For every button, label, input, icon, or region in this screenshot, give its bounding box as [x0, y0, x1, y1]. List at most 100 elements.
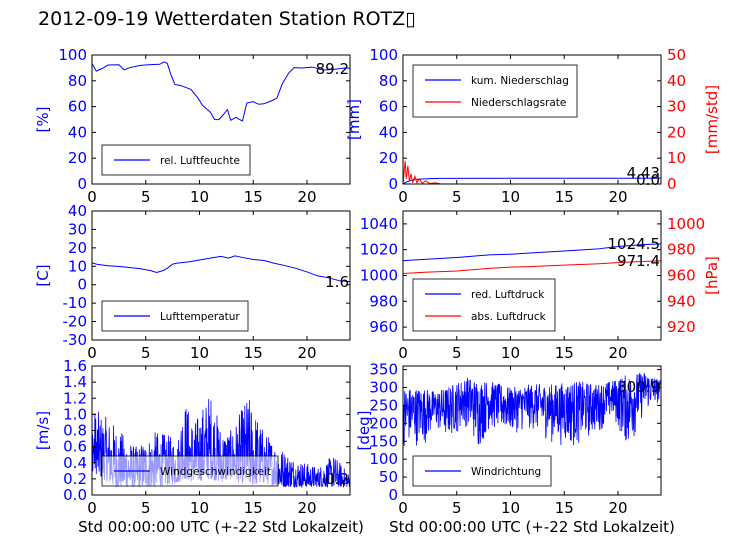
- temperature-y-axis-label: [C]: [34, 264, 52, 286]
- wind-direction-y-axis-label: [deg]: [355, 411, 373, 451]
- wind-direction-current-value: 300.9: [617, 378, 660, 396]
- pressure-y2-axis-label: [hPa]: [703, 256, 721, 295]
- humidity-ytick-label: 20: [68, 149, 87, 167]
- wind-direction-ytick-label: 350: [369, 361, 398, 379]
- precipitation-legend-label: kum. Niederschlag: [471, 75, 569, 87]
- pressure-xtick-label: 20: [608, 344, 627, 362]
- temperature-ytick-label: 30: [68, 220, 87, 238]
- precipitation-y2-axis-label: [mm/std]: [703, 85, 721, 154]
- wind-direction-ytick-label: 50: [379, 468, 398, 486]
- precipitation-legend-box: [412, 64, 578, 118]
- temperature-ytick-label: -10: [63, 294, 88, 312]
- wind-speed-xtick-label: 5: [141, 499, 151, 517]
- humidity-xtick-label: 5: [141, 188, 151, 206]
- pressure-ytick-label: 1000: [360, 267, 398, 285]
- precipitation-ytick-label: 60: [379, 98, 398, 116]
- wind-direction-ytick-label: 0: [388, 486, 398, 504]
- temperature-ytick-label: -20: [63, 313, 88, 331]
- wind-direction-xtick-label: 10: [501, 499, 520, 517]
- temperature-ytick-label: 20: [68, 239, 87, 257]
- wind-speed-ytick-label: 0.4: [63, 454, 87, 472]
- pressure-y2tick-label: 920: [667, 318, 696, 336]
- pressure-current-value: 1024.5: [608, 235, 661, 253]
- temperature-plot-area: [92, 255, 350, 283]
- wind-direction-plot-area: [403, 372, 661, 447]
- temperature-xtick-label: 0: [87, 344, 97, 362]
- pressure-y2tick-label: 1000: [667, 215, 705, 233]
- precipitation-current-value: 4.43: [627, 164, 660, 182]
- humidity-panel: 0 5 10 15 20 0 20 40 60 80 100 [%] rel. Luftfeuchte 8…: [34, 46, 351, 206]
- temperature-ytick-label: -30: [63, 331, 88, 349]
- precipitation-xtick-label: 15: [555, 188, 574, 206]
- wind-speed-current-value: 0.2: [325, 470, 349, 488]
- wind-speed-xtick-label: 15: [244, 499, 263, 517]
- humidity-frame: [91, 54, 351, 185]
- precipitation-xtick-label: 0: [398, 188, 408, 206]
- wind-direction-ytick-label: 200: [369, 414, 398, 432]
- wind-direction-ytick-label: 300: [369, 379, 398, 397]
- humidity-ytick-label: 0: [77, 175, 87, 193]
- precipitation-xtick-label: 20: [608, 188, 627, 206]
- temperature-xtick-label: 10: [190, 344, 209, 362]
- wind-speed-ytick-label: 1.6: [63, 357, 87, 375]
- precipitation-xtick-label: 5: [452, 188, 462, 206]
- precipitation-y2tick-label: 20: [667, 123, 686, 141]
- precipitation-y-axis-label: [mm]: [345, 99, 363, 140]
- humidity-ytick-label: 100: [58, 46, 87, 64]
- humidity-ytick-label: 60: [68, 98, 87, 116]
- precipitation-ytick-label: 100: [369, 46, 398, 64]
- wind-speed-y-axis-label: [m/s]: [34, 411, 52, 450]
- wind-direction-xtick-label: 5: [452, 499, 462, 517]
- wind-speed-xtick-label: 10: [190, 499, 209, 517]
- pressure-xtick-label: 15: [555, 344, 574, 362]
- wind-speed-xtick-label: 0: [87, 499, 97, 517]
- wind-speed-ytick-label: 0.8: [63, 422, 87, 440]
- wind-speed-xtick-label: 20: [297, 499, 316, 517]
- temperature-ytick-label: 40: [68, 202, 87, 220]
- precipitation-y2tick-label: 50: [667, 46, 686, 64]
- precipitation-ytick-label: 40: [379, 123, 398, 141]
- temperature-legend-label: Lufttemperatur: [160, 311, 240, 323]
- humidity-series-0-line: [92, 61, 350, 122]
- wind-speed-ytick-label: 0.6: [63, 438, 87, 456]
- temperature-series-0-line: [92, 255, 350, 283]
- pressure-series-0-line: [403, 243, 661, 262]
- pressure-panel: 0 5 10 15 20 960 980 1000 1020 1040 920 940 960 980 10…: [360, 210, 721, 362]
- wind-speed-panel: 0 5 10 15 200.00.20.40.60.81.01.21.41.6[m/s]…: [34, 357, 364, 536]
- temperature-current-value: 1.6: [325, 273, 349, 291]
- humidity-ytick-label: 80: [68, 72, 87, 90]
- temperature-xtick-label: 5: [141, 344, 151, 362]
- wind-direction-xtick-label: 20: [608, 499, 627, 517]
- wind-direction-xtick-label: 0: [398, 499, 408, 517]
- pressure-xtick-label: 5: [452, 344, 462, 362]
- precipitation-y2tick-label: 30: [667, 98, 686, 116]
- wind-speed-ytick-label: 0.0: [63, 486, 87, 504]
- pressure-plot-area: [403, 243, 661, 275]
- wind-direction-ytick-label: 100: [369, 450, 398, 468]
- precipitation-y2tick-label: 0: [667, 175, 677, 193]
- temperature-ytick-label: 0: [77, 276, 87, 294]
- humidity-legend-label: rel. Luftfeuchte: [160, 155, 240, 167]
- wind-direction-frame: [402, 365, 662, 496]
- precipitation-frame: [402, 54, 662, 185]
- temperature-ytick-label: 10: [68, 257, 87, 275]
- precipitation-series-0-line: [403, 177, 661, 184]
- pressure-series-1-line: [403, 260, 661, 275]
- precipitation-panel: 0 5 10 15 20 0 20 40 60 80 100 0 10 20 30 40 50 [mm/std] […: [345, 46, 721, 206]
- temperature-xtick-label: 20: [297, 344, 316, 362]
- humidity-current-value: 89.2: [316, 60, 349, 78]
- wind-speed-legend-label: Windgeschwindigkeit: [160, 466, 271, 478]
- humidity-ytick-label: 40: [68, 123, 87, 141]
- wind-speed-x-axis-label: Std 00:00:00 UTC (+-22 Std Lokalzeit): [78, 518, 364, 536]
- humidity-xtick-label: 0: [87, 188, 97, 206]
- wind-speed-ytick-label: 1.4: [63, 373, 87, 391]
- humidity-xtick-label: 10: [190, 188, 209, 206]
- page-title: 2012-09-19 Wetterdaten Station ROTZ▯: [38, 8, 416, 30]
- precipitation-ytick-label: 20: [379, 149, 398, 167]
- precipitation-xtick-label: 10: [501, 188, 520, 206]
- temperature-panel: 0 5 10 15 20-30-20-10010203040[C]Lufttempera…: [34, 202, 351, 362]
- temperature-frame: [91, 210, 351, 341]
